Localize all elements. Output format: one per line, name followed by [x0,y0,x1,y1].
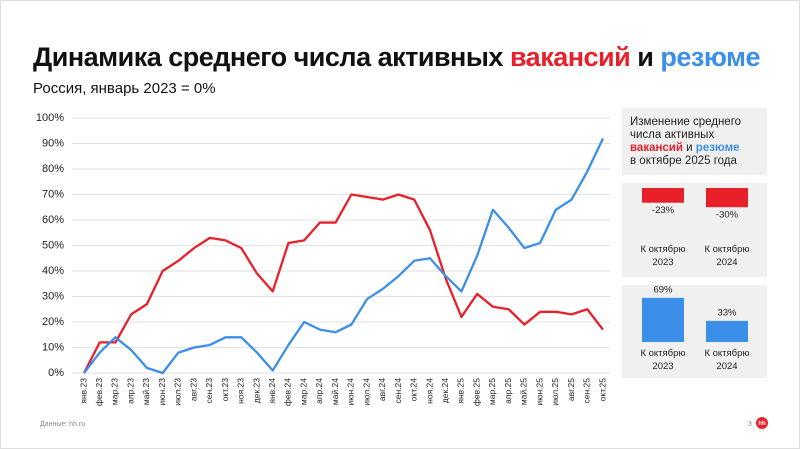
x-tick-label: сен.24 [393,378,403,404]
logo-text: hh [758,421,766,427]
value-label: 69% [653,284,673,295]
x-tick-label: июн.25 [534,378,544,406]
category-label: К октябрю 2023 [640,348,686,372]
x-tick-label: мар.23 [110,378,120,405]
y-tick-label: 0% [48,367,64,379]
x-tick-label: май.25 [519,378,529,405]
x-tick-label: апр.24 [314,378,324,404]
y-tick-label: 20% [42,316,64,328]
legend-resumes: резюме [660,42,761,72]
subtitle: Россия, январь 2023 = 0% [33,80,216,97]
x-tick-label: янв.24 [267,378,277,404]
x-tick-label: май.23 [141,378,151,405]
y-tick-label: 90% [42,137,64,149]
y-tick-label: 100% [36,112,64,124]
y-tick-label: 50% [42,239,64,251]
side-title-joiner: и [686,142,693,154]
series-line [82,193,604,374]
value-label: 33% [717,307,737,318]
page-number: 3 [748,421,752,428]
x-tick-label: окт.25 [597,378,607,402]
side-legend-resumes: резюме [695,142,740,154]
y-tick-label: 60% [42,214,64,226]
x-tick-label: дек.24 [440,378,450,403]
category-label: К октябрю 2024 [704,348,750,372]
y-tick-label: 40% [42,265,64,277]
x-tick-label: сен.23 [204,378,214,404]
bar [706,320,748,342]
title-joiner: и [637,42,654,72]
x-tick-label: мар.24 [298,378,308,405]
x-tick-label: май.24 [330,378,340,405]
x-tick-label: авг.24 [377,378,387,401]
x-tick-label: дек.23 [251,378,261,403]
category-label: К октябрю 2023 [640,244,686,268]
x-tick-label: июн.24 [346,378,356,406]
side-title-suffix: в октябре 2025 года [630,155,737,167]
x-tick-label: ноя.24 [424,378,434,404]
x-tick-label: ноя.23 [236,378,246,404]
x-tick-label: фев.23 [94,378,104,406]
x-tick-label: июл.24 [361,378,371,406]
x-tick-label: окт.23 [220,378,230,402]
x-tick-label: окт.24 [409,378,419,402]
category-label: К октябрю 2024 [704,244,750,268]
y-tick-label: 10% [42,341,64,353]
x-tick-label: сен.25 [582,378,592,404]
x-tick-label: июл.25 [550,378,560,406]
series-line [83,137,605,375]
x-tick-label: апр.23 [125,378,135,404]
x-tick-label: янв.23 [78,378,88,404]
y-tick-label: 70% [42,188,64,200]
bar [642,297,684,342]
x-tick-label: фев.25 [471,378,481,406]
value-label: -23% [652,205,675,216]
bar [706,188,748,208]
footer-source: Данные: hh.ru [40,421,85,428]
logo [756,417,768,429]
bar [642,188,684,203]
y-tick-label: 80% [42,163,64,175]
x-tick-label: фев.24 [283,378,293,406]
x-tick-label: июн.23 [157,378,167,406]
x-tick-label: мар.25 [487,378,497,405]
title: Динамика среднего числа активных ваканси… [33,42,761,73]
x-tick-label: авг.25 [566,378,576,401]
x-tick-label: янв.25 [456,378,466,404]
side-legend-vacancies: вакансий [630,142,683,154]
title-text: Динамика среднего числа активных [33,42,503,72]
value-label: -30% [716,210,739,221]
x-tick-label: авг.23 [188,378,198,401]
side-title: Изменение среднего числа активных ваканси… [622,108,767,175]
x-tick-label: апр.25 [503,378,513,404]
y-tick-label: 30% [42,290,64,302]
x-tick-label: июл.23 [173,378,183,406]
side-title-text: Изменение среднего числа активных [630,116,742,141]
legend-vacancies: вакансий [509,42,631,72]
